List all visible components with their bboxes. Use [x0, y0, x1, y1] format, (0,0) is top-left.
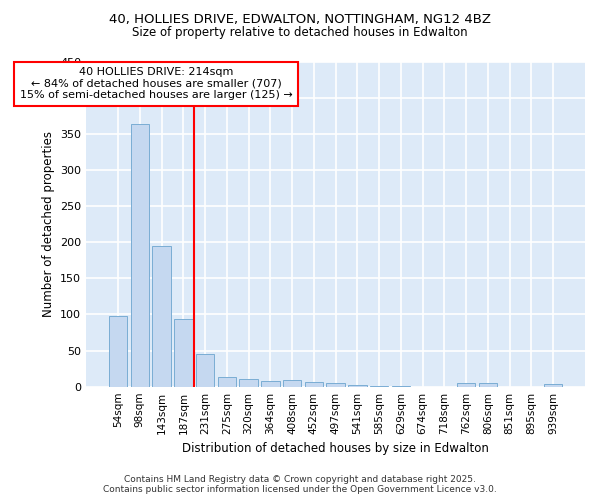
Text: 40 HOLLIES DRIVE: 214sqm
← 84% of detached houses are smaller (707)
15% of semi-: 40 HOLLIES DRIVE: 214sqm ← 84% of detach… [20, 68, 292, 100]
X-axis label: Distribution of detached houses by size in Edwalton: Distribution of detached houses by size … [182, 442, 489, 455]
Bar [457, 383, 475, 386]
Bar [348, 385, 367, 386]
Bar [261, 381, 280, 386]
Text: Contains HM Land Registry data © Crown copyright and database right 2025.
Contai: Contains HM Land Registry data © Crown c… [103, 474, 497, 494]
Bar [218, 376, 236, 386]
Bar [283, 380, 301, 386]
Text: Size of property relative to detached houses in Edwalton: Size of property relative to detached ho… [132, 26, 468, 39]
Bar [109, 316, 127, 386]
Bar [239, 380, 258, 386]
Y-axis label: Number of detached properties: Number of detached properties [41, 131, 55, 317]
Bar [305, 382, 323, 386]
Bar [174, 320, 193, 386]
Bar [131, 124, 149, 386]
Bar [326, 383, 345, 386]
Bar [544, 384, 562, 386]
Bar [479, 383, 497, 386]
Bar [152, 246, 171, 386]
Bar [196, 354, 214, 386]
Text: 40, HOLLIES DRIVE, EDWALTON, NOTTINGHAM, NG12 4BZ: 40, HOLLIES DRIVE, EDWALTON, NOTTINGHAM,… [109, 12, 491, 26]
